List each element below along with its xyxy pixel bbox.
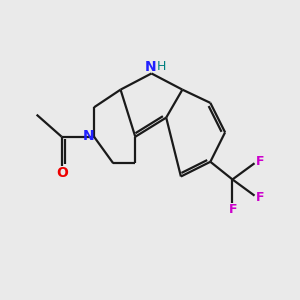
Text: O: O	[56, 166, 68, 180]
Text: N: N	[145, 60, 156, 74]
Text: F: F	[256, 155, 265, 168]
Text: N: N	[83, 129, 94, 143]
Text: H: H	[157, 61, 167, 74]
Text: F: F	[256, 190, 265, 204]
Text: F: F	[229, 203, 237, 216]
